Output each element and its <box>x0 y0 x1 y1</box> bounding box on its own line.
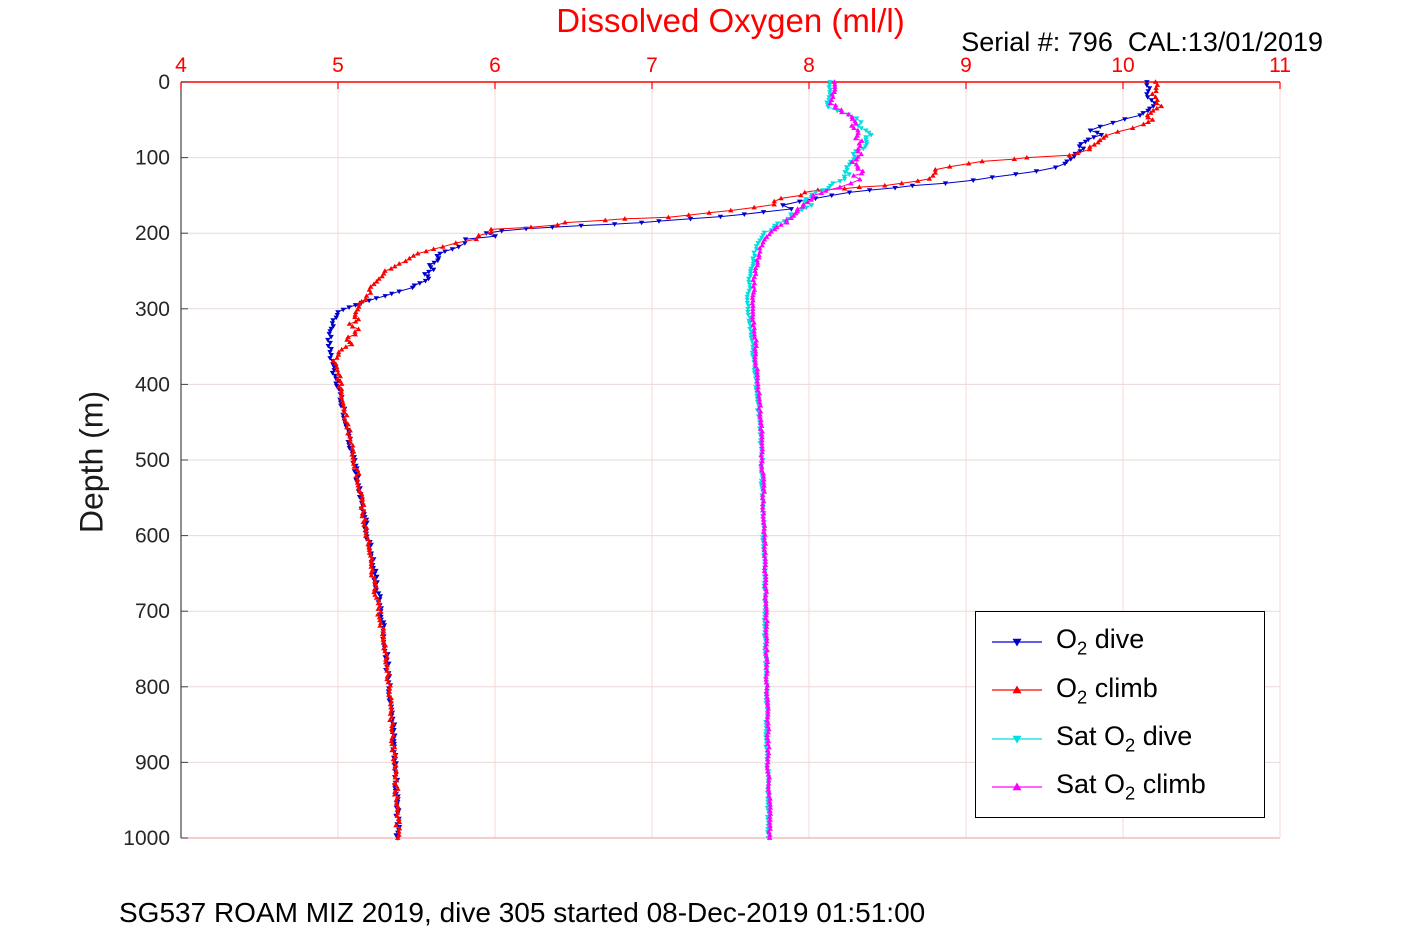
x-tick-label: 11 <box>1269 54 1291 77</box>
chart-title: Dissolved Oxygen (ml/l) <box>556 2 905 39</box>
y-tick-label: 400 <box>135 373 170 396</box>
x-tick-label: 8 <box>803 54 815 77</box>
figure-caption: SG537 ROAM MIZ 2019, dive 305 started 08… <box>119 897 926 928</box>
serial-cal-text: Serial #: 796 CAL:13/01/2019 <box>961 27 1323 57</box>
legend-marker-sample <box>992 782 1042 791</box>
legend-label: O2 dive <box>1056 624 1145 659</box>
legend-item-o2-dive: O2 dive <box>988 624 1264 659</box>
series-markers <box>325 80 1158 841</box>
y-axis-label: Depth (m) <box>73 390 110 534</box>
x-tick-label: 7 <box>646 54 658 77</box>
legend: O2 dive O2 climb Sat O2 dive Sat O2 climb <box>975 611 1265 818</box>
legend-marker-sample <box>992 735 1042 744</box>
y-tick-label: 300 <box>135 298 170 321</box>
x-tick-label: 4 <box>175 54 187 77</box>
y-tick-label: 0 <box>158 71 170 94</box>
legend-marker-sample <box>992 685 1042 694</box>
legend-item-sat-o2-climb: Sat O2 climb <box>988 769 1264 804</box>
legend-label: Sat O2 dive <box>1056 720 1193 756</box>
y-tick-label: 500 <box>135 449 170 472</box>
y-tick-label: 900 <box>135 751 170 774</box>
series-o2-climb <box>330 79 1165 840</box>
legend-item-o2-climb: O2 climb <box>988 673 1264 708</box>
y-tick-label: 800 <box>135 676 170 699</box>
y-tick-label: 100 <box>135 147 170 170</box>
y-tick-label: 1000 <box>123 827 170 850</box>
y-tick-label: 700 <box>135 600 170 623</box>
x-tick-label: 5 <box>332 54 344 77</box>
legend-label: Sat O2 climb <box>1056 769 1206 804</box>
y-tick-label: 200 <box>135 222 170 245</box>
series-sat-o2-climb <box>749 79 866 840</box>
legend-label: O2 climb <box>1056 672 1158 708</box>
legend-item-sat-o2-dive: Sat O2 dive <box>988 721 1264 756</box>
legend-marker-sample <box>992 638 1042 647</box>
x-tick-label: 10 <box>1111 54 1134 77</box>
y-tick-label: 600 <box>135 525 170 548</box>
x-tick-label: 9 <box>960 54 972 77</box>
x-tick-label: 6 <box>489 54 501 77</box>
